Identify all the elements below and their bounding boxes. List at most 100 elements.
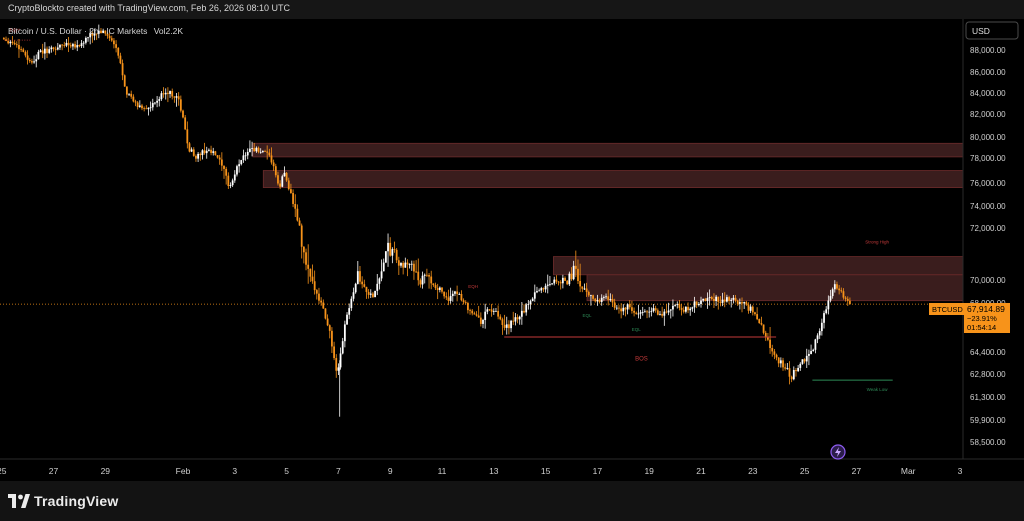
candle bbox=[300, 223, 303, 259]
candle-body bbox=[486, 309, 489, 312]
price-chart[interactable]: EQH EQH Strong High EQL EQL BOS Weak Low Bitco… bbox=[0, 19, 1024, 481]
candle bbox=[333, 341, 335, 361]
price-tick-label: 70,000.00 bbox=[970, 276, 1006, 285]
candle bbox=[277, 171, 279, 186]
candle-body bbox=[406, 262, 409, 265]
candle-body bbox=[128, 93, 130, 95]
candle-body bbox=[233, 174, 236, 181]
annotations-layer: EQH EQH Strong High EQL EQL BOS Weak Low bbox=[10, 27, 890, 392]
candle-body bbox=[97, 30, 100, 34]
currency-button-frame[interactable] bbox=[965, 21, 1019, 40]
time-axis[interactable]: 25 27 29 Feb 3 5 7 9 11 13 15 17 19 21 23 25 27 Mar 3 bbox=[0, 466, 963, 476]
candle-body bbox=[397, 260, 400, 266]
candle-body bbox=[197, 153, 200, 159]
time-tick-label: Feb bbox=[176, 466, 191, 476]
candle-body bbox=[63, 45, 66, 46]
candle-body bbox=[249, 148, 251, 152]
candle-body bbox=[488, 309, 491, 311]
time-tick-label: 13 bbox=[489, 466, 499, 476]
candle-body bbox=[393, 249, 396, 250]
candle-body bbox=[26, 55, 29, 60]
lightning-icon[interactable] bbox=[830, 444, 846, 460]
candle-body bbox=[350, 298, 353, 309]
candle bbox=[264, 149, 266, 152]
candle bbox=[607, 289, 610, 306]
candle-body bbox=[577, 268, 579, 281]
candle-body bbox=[387, 242, 389, 252]
candle-body bbox=[5, 39, 7, 42]
candle bbox=[54, 46, 57, 56]
candle-body bbox=[510, 320, 512, 329]
candle bbox=[637, 304, 640, 319]
candle bbox=[18, 39, 20, 58]
tradingview-logo[interactable]: TradingView bbox=[8, 491, 118, 511]
candle bbox=[633, 307, 635, 317]
currency-button[interactable]: USD bbox=[965, 21, 1019, 40]
candle-body bbox=[331, 330, 333, 347]
candle bbox=[745, 300, 748, 306]
candle-body bbox=[542, 288, 545, 290]
candle bbox=[749, 304, 752, 313]
candle-body bbox=[831, 289, 834, 297]
price-tick-label: 88,000.00 bbox=[970, 46, 1006, 55]
candle bbox=[849, 297, 851, 305]
candle-body bbox=[682, 309, 685, 312]
candle bbox=[784, 363, 787, 371]
candle-body bbox=[784, 367, 787, 369]
candle bbox=[410, 260, 413, 271]
candle bbox=[738, 298, 741, 310]
candle bbox=[529, 299, 532, 310]
candle bbox=[223, 165, 225, 179]
candle bbox=[158, 96, 161, 107]
candle bbox=[425, 268, 428, 278]
candle bbox=[365, 286, 368, 299]
candle bbox=[790, 375, 793, 383]
candle bbox=[462, 298, 465, 305]
candle bbox=[272, 159, 275, 171]
candle bbox=[37, 49, 40, 60]
currency-button-label[interactable]: USD bbox=[972, 26, 990, 36]
candle-body bbox=[434, 285, 437, 289]
candle bbox=[624, 307, 627, 317]
last-price-tag: BTCUSD 67,914.89 −23.91% 01:54:14 bbox=[929, 303, 1010, 333]
candle bbox=[678, 300, 681, 311]
candle bbox=[473, 311, 476, 315]
candle-body bbox=[307, 264, 310, 269]
candle-body bbox=[816, 335, 819, 340]
candle-body bbox=[31, 61, 33, 63]
candle-body bbox=[244, 155, 247, 157]
candle bbox=[592, 294, 594, 301]
candle-body bbox=[132, 96, 135, 102]
candle bbox=[391, 247, 394, 264]
candle bbox=[788, 361, 791, 385]
candle bbox=[484, 303, 487, 329]
candle bbox=[648, 306, 651, 318]
candle bbox=[261, 150, 264, 154]
price-tick-label: 78,000.00 bbox=[970, 154, 1006, 163]
candle-body bbox=[203, 150, 206, 154]
candle-body bbox=[833, 284, 836, 290]
candle-body bbox=[253, 148, 256, 152]
candle-body bbox=[24, 51, 27, 56]
candle-body bbox=[100, 30, 102, 34]
candle bbox=[590, 294, 592, 306]
candle bbox=[674, 304, 676, 307]
chart-frame[interactable]: EQH EQH Strong High EQL EQL BOS Weak Low Bitco… bbox=[0, 19, 1024, 481]
candle bbox=[123, 74, 126, 87]
candle bbox=[13, 40, 16, 46]
candle-body bbox=[536, 291, 538, 293]
candle-body bbox=[125, 86, 128, 95]
candle-body bbox=[598, 300, 601, 302]
candle-body bbox=[624, 307, 627, 310]
legend-symbol-text: Bitcoin / U.S. Dollar · 2h · IC Markets bbox=[8, 26, 147, 36]
candle bbox=[577, 259, 579, 284]
candle-body bbox=[175, 96, 178, 98]
time-tick-label: 27 bbox=[852, 466, 862, 476]
candle-body bbox=[322, 302, 325, 309]
candle-body bbox=[756, 314, 759, 320]
candle-body bbox=[95, 33, 98, 35]
candle bbox=[229, 182, 232, 189]
candle-body bbox=[402, 262, 405, 268]
candle bbox=[667, 302, 670, 316]
candle bbox=[721, 292, 724, 307]
